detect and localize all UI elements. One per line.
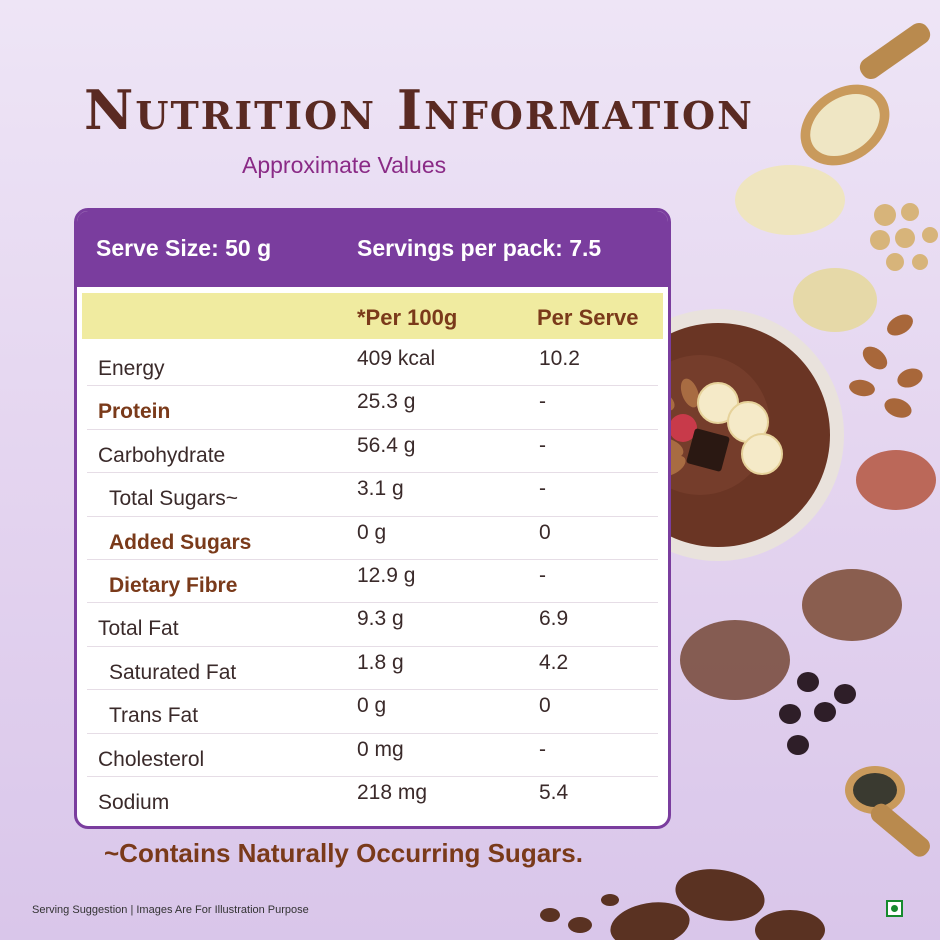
nutrient-name: Cholesterol bbox=[98, 747, 205, 771]
quinoa-flakes-pile bbox=[735, 165, 845, 235]
value-per-serve: - bbox=[539, 433, 546, 457]
table-row: Energy 409 kcal 10.2 bbox=[87, 343, 658, 387]
value-per-serve: - bbox=[539, 390, 546, 414]
value-per100: 9.3 g bbox=[357, 607, 404, 631]
serve-size-label: Serve Size: 50 g bbox=[96, 235, 272, 261]
value-per-serve: - bbox=[539, 737, 546, 761]
value-per100: 0 mg bbox=[357, 737, 404, 761]
table-row: Sodium 218 mg 5.4 bbox=[87, 777, 658, 819]
nutrient-name: Energy bbox=[98, 357, 165, 380]
nutrition-table-card: Serve Size: 50 g Servings per pack: 7.5 … bbox=[74, 208, 671, 829]
table-row: Carbohydrate 56.4 g - bbox=[87, 430, 658, 474]
value-per-serve: 6.9 bbox=[539, 607, 569, 631]
value-per100: 25.3 g bbox=[357, 390, 416, 414]
value-per-serve: 10.2 bbox=[539, 347, 580, 370]
nutrient-name: Sodium bbox=[98, 790, 170, 814]
almonds bbox=[849, 314, 923, 418]
value-per100: 218 mg bbox=[357, 780, 428, 804]
table-row: Dietary Fibre 12.9 g - bbox=[87, 560, 658, 604]
nutrient-name: Carbohydrate bbox=[98, 443, 226, 467]
table-row: Protein 25.3 g - bbox=[87, 386, 658, 430]
value-per-serve: 5.4 bbox=[539, 780, 569, 804]
dark-berries bbox=[779, 672, 856, 755]
nutrient-name: Total Sugars~ bbox=[109, 487, 238, 511]
wooden-scoop-bottom bbox=[845, 766, 930, 857]
nutrient-name: Trans Fat bbox=[109, 704, 199, 728]
value-per-serve: 4.2 bbox=[539, 650, 569, 674]
cocoa-powder-left bbox=[680, 620, 790, 700]
servings-per-pack-label: Servings per pack: 7.5 bbox=[357, 235, 602, 261]
wooden-scoop-top bbox=[800, 22, 931, 166]
value-per100: 3.1 g bbox=[357, 477, 404, 501]
nutrient-name: Protein bbox=[98, 400, 171, 424]
red-seeds-pile bbox=[856, 450, 936, 510]
nutrient-name: Total Fat bbox=[98, 617, 179, 641]
value-per100: 409 kcal bbox=[357, 347, 436, 370]
sugars-footnote: ~Contains Naturally Occurring Sugars. bbox=[104, 838, 583, 868]
value-per100: 0 g bbox=[357, 520, 387, 544]
value-per100: 12.9 g bbox=[357, 563, 416, 587]
nutrient-name: Dietary Fibre bbox=[109, 573, 238, 597]
value-per100: 0 g bbox=[357, 694, 387, 718]
nutrient-rows: Energy 409 kcal 10.2 Protein 25.3 g - Ca… bbox=[87, 343, 658, 819]
nutrient-name: Saturated Fat bbox=[109, 660, 237, 684]
table-row: Added Sugars 0 g 0 bbox=[87, 517, 658, 560]
chickpeas bbox=[870, 203, 938, 271]
card-header: Serve Size: 50 g Servings per pack: 7.5 bbox=[77, 211, 668, 287]
illustration-caption: Serving Suggestion | Images Are For Illu… bbox=[32, 904, 309, 916]
column-header-per-serve: Per Serve bbox=[537, 305, 639, 330]
veg-mark-icon bbox=[886, 900, 903, 917]
column-header-per100: *Per 100g bbox=[357, 305, 458, 330]
page-title: Nutrition Information bbox=[84, 78, 754, 142]
value-per-serve: 0 bbox=[539, 694, 551, 718]
nutrient-name: Added Sugars bbox=[109, 530, 252, 554]
table-row: Cholesterol 0 mg - bbox=[87, 734, 658, 777]
cocoa-powder-right bbox=[802, 569, 902, 641]
table-row: Total Fat 9.3 g 6.9 bbox=[87, 603, 658, 647]
value-per-serve: - bbox=[539, 477, 546, 501]
cocoa-pods bbox=[540, 869, 825, 940]
millet-pile bbox=[793, 268, 877, 332]
table-row: Trans Fat 0 g 0 bbox=[87, 690, 658, 734]
table-row: Total Sugars~ 3.1 g - bbox=[87, 473, 658, 517]
value-per100: 56.4 g bbox=[357, 433, 416, 457]
value-per-serve: - bbox=[539, 563, 546, 587]
value-per100: 1.8 g bbox=[357, 650, 404, 674]
table-row: Saturated Fat 1.8 g 4.2 bbox=[87, 647, 658, 691]
page-subtitle: Approximate Values bbox=[242, 152, 447, 178]
column-header-row: *Per 100g Per Serve bbox=[82, 293, 663, 339]
value-per-serve: 0 bbox=[539, 520, 551, 544]
